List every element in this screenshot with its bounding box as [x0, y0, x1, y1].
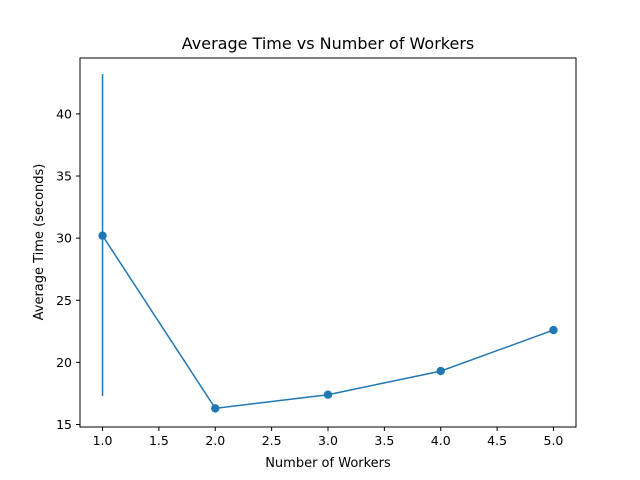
- data-point: [98, 231, 107, 240]
- y-tick-label: 20: [56, 355, 72, 370]
- y-tick-label: 15: [56, 417, 72, 432]
- data-point: [436, 366, 445, 376]
- y-tick-label: 25: [56, 293, 72, 308]
- y-axis-label: Average Time (seconds): [32, 164, 47, 321]
- y-tick-label: 40: [56, 106, 72, 121]
- data-point: [549, 325, 558, 335]
- x-tick-label: 4.0: [431, 433, 451, 448]
- x-axis-label: Number of Workers: [265, 456, 391, 471]
- data-point: [211, 404, 220, 413]
- x-tick-label: 1.5: [149, 433, 169, 448]
- plot-area: [80, 58, 576, 427]
- x-tick-label: 5.0: [544, 433, 564, 448]
- data-point: [323, 390, 333, 399]
- x-tick-label: 2.0: [205, 433, 225, 448]
- x-tick-label: 4.5: [487, 433, 507, 448]
- y-tick-label: 30: [56, 231, 72, 246]
- x-axis: 1.0 1.5 2.0 2.5 3.0 3.5 4.0 4.5 5.0: [93, 427, 564, 448]
- chart-title: Average Time vs Number of Workers: [182, 34, 475, 53]
- chart-marks: [98, 74, 558, 413]
- x-tick-label: 3.0: [318, 433, 338, 448]
- y-axis: 15 20 25 30 35 40: [56, 106, 80, 432]
- x-tick-label: 3.5: [374, 433, 394, 448]
- y-tick-label: 35: [56, 169, 72, 184]
- x-tick-label: 1.0: [93, 433, 113, 448]
- x-tick-label: 2.5: [262, 433, 282, 448]
